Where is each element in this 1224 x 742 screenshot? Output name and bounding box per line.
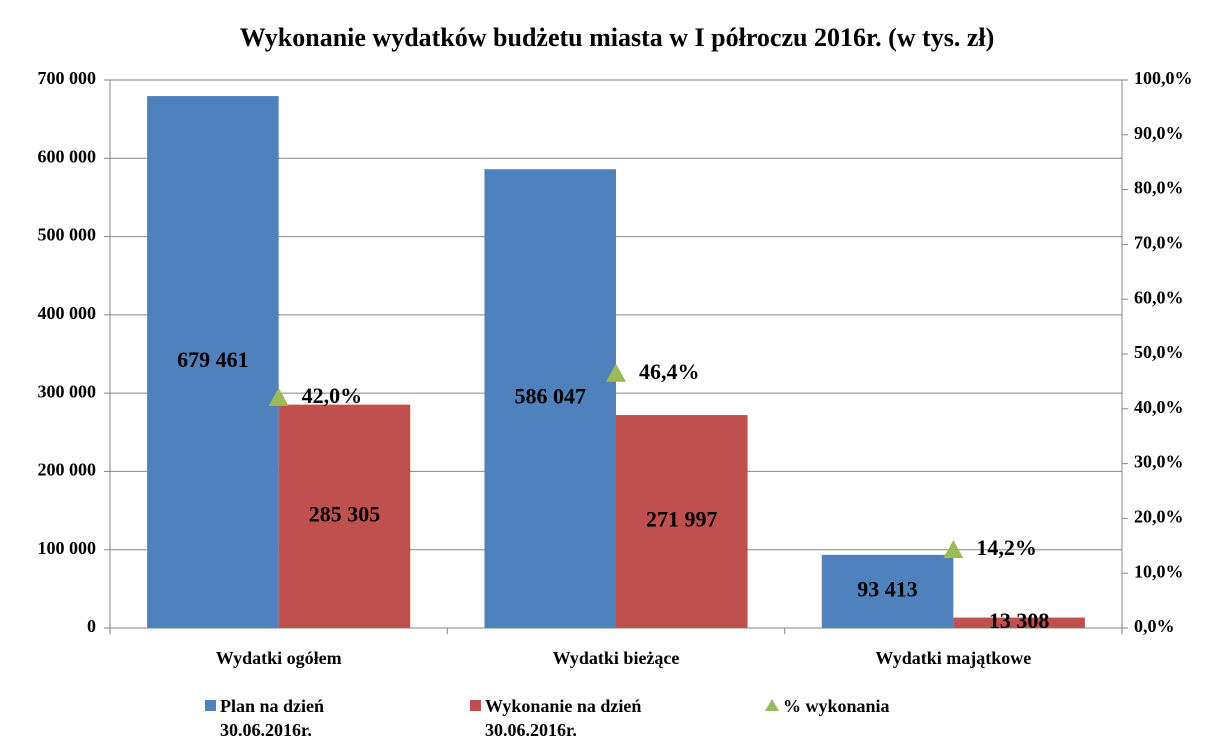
bar: [821, 554, 954, 628]
y2-tick-label: 50,0%: [1134, 342, 1184, 362]
y2-tick-label: 0,0%: [1134, 616, 1175, 636]
y-tick-label: 400 000: [38, 303, 97, 323]
y-tick-label: 300 000: [38, 381, 97, 401]
marker: [268, 387, 289, 406]
y-tick-label: 100 000: [38, 538, 97, 558]
y2-tick-label: 80,0%: [1134, 178, 1184, 198]
y2-tick-label: 10,0%: [1134, 561, 1184, 581]
bar: [278, 404, 411, 628]
y-tick-label: 600 000: [38, 146, 97, 166]
y-tick-label: 500 000: [38, 225, 97, 245]
data-label: 271 997: [646, 507, 718, 532]
legend-key: [470, 700, 481, 711]
data-label: 46,4%: [639, 359, 700, 384]
legend-label: Plan na dzień 30.06.2016r.: [220, 696, 325, 740]
x-tick-label: Wydatki bieżące: [553, 648, 680, 668]
marker: [606, 363, 626, 382]
legend-key: [205, 700, 216, 711]
y2-tick-label: 70,0%: [1134, 233, 1184, 253]
bar: [147, 96, 279, 628]
data-label: 586 047: [514, 384, 586, 409]
data-label: 93 413: [857, 576, 918, 601]
y-tick-label: 0: [87, 616, 96, 636]
legend-key: [765, 699, 779, 711]
y2-tick-label: 40,0%: [1134, 397, 1184, 417]
legend-item: Plan na dzień 30.06.2016r.: [205, 694, 375, 742]
legend-item: % wykonania: [765, 694, 985, 718]
data-label: 13 308: [989, 608, 1050, 633]
legend-label: Wykonanie na dzień 30.06.2016r.: [485, 696, 642, 740]
data-label: 14,2%: [976, 535, 1036, 560]
y2-tick-label: 60,0%: [1134, 287, 1184, 307]
legend-label: % wykonania: [783, 696, 890, 716]
data-label: 285 305: [309, 501, 381, 526]
x-tick-label: Wydatki majątkowe: [875, 648, 1031, 668]
marker: [943, 540, 964, 559]
y2-tick-label: 20,0%: [1134, 507, 1184, 527]
y-tick-label: 200 000: [38, 460, 97, 480]
y2-tick-label: 100,0%: [1134, 68, 1193, 88]
legend-item: Wykonanie na dzień 30.06.2016r.: [470, 694, 690, 742]
bar: [953, 617, 1085, 628]
x-tick-label: Wydatki ogółem: [216, 648, 342, 668]
data-label: 679 461: [177, 347, 249, 372]
y-tick-label: 700 000: [38, 68, 97, 88]
data-label: 42,0%: [302, 383, 363, 408]
bar: [484, 169, 616, 628]
y2-tick-label: 30,0%: [1134, 452, 1184, 472]
y2-tick-label: 90,0%: [1134, 123, 1184, 143]
bar: [616, 415, 748, 628]
chart-title: Wykonanie wydatków budżetu miasta w I pó…: [240, 23, 995, 52]
